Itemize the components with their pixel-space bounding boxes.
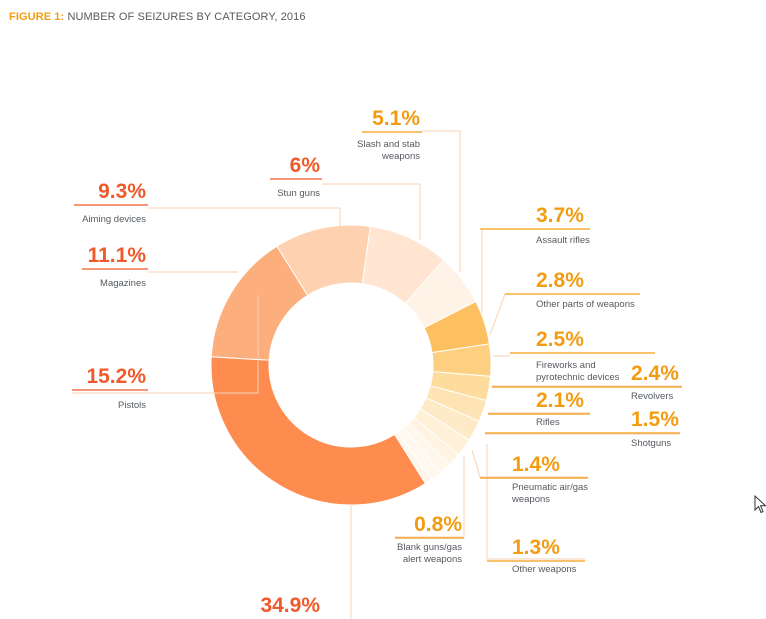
slice-category-label: Other weapons [512, 564, 577, 575]
slice-category-label: Blank guns/gas alert weapons [397, 542, 462, 565]
slice-category-label: Other parts of weapons [536, 299, 635, 310]
slice-value-label: 1.5% [631, 408, 679, 431]
slice-value-label: 1.4% [512, 453, 560, 476]
figure-number: FIGURE 1: [9, 11, 65, 23]
slice-category-label: Magazines [100, 278, 146, 289]
leader-line-7 [471, 449, 588, 478]
donut-slices [210, 224, 492, 506]
slice-category-label: Shotguns [631, 438, 671, 449]
slice-labels: 5.1% Slash and stab weapons 3.7% Assault rif… [72, 107, 682, 617]
slice-category-label: Pneumatic air/gas weapons [511, 482, 588, 505]
leader-line-13 [148, 207, 341, 230]
slice-value-label: 9.3% [98, 180, 146, 203]
slice-value-label: 1.3% [512, 536, 560, 559]
slice-value-label: 2.1% [536, 389, 584, 412]
figure-title-text: NUMBER OF SEIZURES BY CATEGORY, 2016 [67, 11, 306, 23]
figure-title: FIGURE 1: NUMBER OF SEIZURES BY CATEGORY… [9, 11, 306, 23]
slice-value-label: 0.8% [414, 513, 462, 536]
slice-category-label: Stun guns [277, 188, 320, 199]
slice-value-label: 3.7% [536, 204, 584, 227]
leader-line-8 [486, 444, 585, 560]
slice-category-label: Pistols [118, 400, 146, 411]
slice-value-label: 15.2% [86, 365, 146, 388]
slice-value-label: 2.8% [536, 269, 584, 292]
leader-line-9 [395, 456, 465, 538]
leader-line-11 [72, 295, 259, 394]
slice-category-label: Rifles [536, 417, 560, 428]
leader-lines [72, 130, 682, 619]
slice-value-label: 2.4% [631, 362, 679, 385]
slice-category-label: Assault rifles [536, 235, 590, 246]
slice-value-label: 11.1% [88, 244, 147, 267]
slice-value-label: 6% [290, 154, 321, 177]
leader-line-14 [322, 183, 421, 240]
slice-value-label: 2.5% [536, 328, 584, 351]
mouse-cursor-icon [754, 495, 766, 514]
donut-slice-10 [210, 356, 427, 506]
slice-category-label: Slash and stab weapons [357, 139, 420, 162]
donut-slice-14 [404, 259, 477, 329]
slice-value-label: 5.1% [372, 107, 420, 130]
slice-value-label: 34.9% [260, 594, 320, 617]
slice-category-label: Revolvers [631, 391, 673, 402]
slice-category-label: Aiming devices [82, 214, 146, 225]
leader-line-0 [422, 130, 461, 272]
slice-category-label: Fireworks and pyrotechnic devices [536, 360, 620, 383]
